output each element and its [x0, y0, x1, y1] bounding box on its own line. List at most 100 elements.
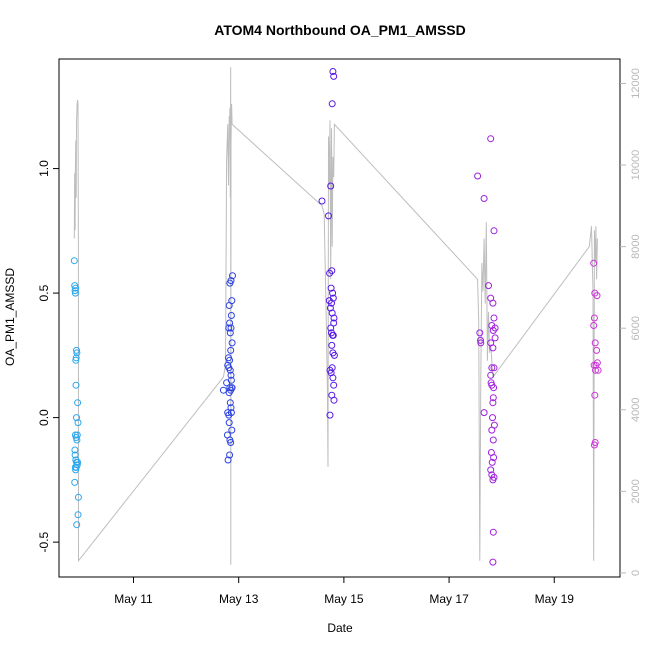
data-point — [73, 436, 81, 444]
data-point — [226, 356, 234, 364]
data-point — [227, 371, 235, 379]
data-point — [474, 172, 482, 180]
data-point — [227, 409, 235, 417]
data-point — [490, 227, 498, 235]
data-point — [590, 259, 598, 267]
data-point — [74, 419, 82, 427]
data-point — [224, 456, 232, 464]
data-point — [318, 197, 326, 205]
data-point — [487, 466, 495, 474]
data-point — [489, 399, 497, 407]
data-point — [590, 441, 598, 449]
data-point — [326, 411, 334, 419]
data-point — [72, 381, 80, 389]
y2-tick-label: 0 — [630, 570, 642, 576]
x-tick-label: May 11 — [114, 592, 153, 606]
data-point — [228, 384, 236, 392]
data-point — [329, 289, 337, 297]
data-point — [488, 426, 496, 434]
data-point — [329, 331, 337, 339]
data-point — [490, 454, 498, 461]
data-point — [491, 334, 499, 342]
data-point — [477, 339, 485, 347]
data-point — [219, 386, 227, 394]
data-point — [330, 314, 338, 322]
data-point — [227, 277, 235, 285]
data-point — [72, 354, 80, 362]
data-point — [228, 426, 236, 434]
data-point — [74, 399, 82, 407]
data-point — [487, 371, 495, 379]
x-tick-label: May 17 — [429, 592, 469, 606]
data-point — [227, 346, 235, 354]
data-point — [227, 404, 235, 412]
data-point — [487, 135, 495, 143]
y-tick-label: -0.5 — [37, 531, 51, 552]
plot-layer: -0.5 0.0 0.5 1.0 0 2000 4000 6000 8000 10000 12000… — [37, 58, 642, 606]
data-point — [225, 324, 233, 332]
data-point — [71, 446, 79, 454]
y-axis-label: OA_PM1_AMSSD — [3, 268, 17, 366]
data-point — [591, 391, 599, 399]
data-point — [476, 329, 484, 337]
x-tick-label: May 15 — [324, 592, 364, 606]
data-point — [226, 329, 234, 337]
data-point — [488, 364, 496, 372]
data-point — [72, 463, 80, 471]
data-point — [330, 396, 338, 404]
y-tick-label: 0.5 — [37, 284, 51, 301]
data-point — [228, 339, 236, 347]
data-point — [489, 558, 497, 566]
data-point — [328, 364, 336, 372]
data-point — [226, 399, 234, 407]
data-point — [71, 451, 79, 459]
data-point — [480, 195, 488, 202]
data-point — [74, 493, 82, 501]
y2-tick-label: 4000 — [630, 398, 642, 422]
y-tick-label: 1.0 — [37, 160, 51, 177]
data-point — [328, 267, 336, 275]
data-point — [590, 322, 598, 329]
data-point — [327, 324, 335, 332]
data-point — [73, 414, 80, 422]
y2-tick-label: 10000 — [630, 150, 642, 181]
data-point — [71, 478, 79, 486]
data-point — [590, 314, 598, 322]
y-tick-label: 0.0 — [37, 409, 51, 426]
data-point — [490, 314, 498, 322]
data-point — [593, 359, 601, 367]
y2-tick-label: 2000 — [630, 479, 642, 503]
data-point — [489, 436, 497, 444]
data-point — [226, 319, 234, 327]
data-point — [227, 312, 235, 319]
data-point — [325, 212, 332, 220]
data-point — [487, 379, 495, 387]
data-point — [226, 451, 234, 459]
data-point — [488, 458, 496, 466]
data-point — [71, 287, 79, 295]
data-point — [73, 346, 80, 354]
data-point — [592, 366, 599, 374]
data-point — [72, 356, 80, 364]
data-point — [491, 324, 499, 332]
data-point — [490, 364, 498, 372]
data-point — [330, 72, 338, 80]
data-point — [229, 272, 236, 280]
plot-frame — [58, 58, 621, 578]
data-point — [328, 341, 336, 349]
data-point — [327, 182, 335, 190]
data-point — [327, 284, 335, 292]
data-point — [228, 297, 236, 305]
data-point — [226, 366, 234, 374]
data-point — [227, 376, 235, 384]
data-point — [71, 289, 79, 297]
data-point — [489, 414, 496, 422]
y2-tick-label: 6000 — [630, 316, 642, 340]
y2-tick-label: 8000 — [630, 234, 642, 258]
data-point — [330, 351, 338, 359]
y2-tick-label: 12000 — [630, 68, 642, 99]
data-point — [74, 511, 82, 519]
